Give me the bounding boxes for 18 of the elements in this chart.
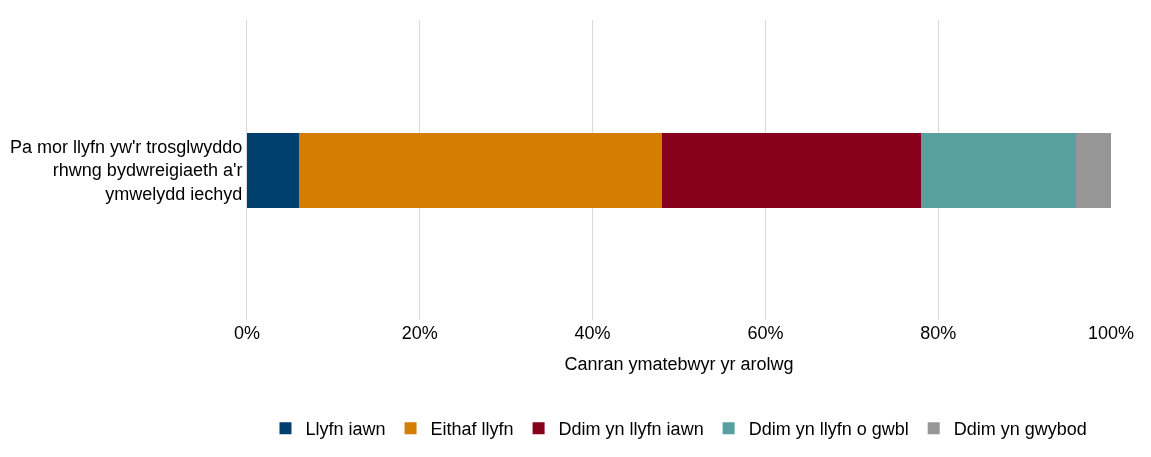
legend-label: Ddim yn llyfn o gwbl	[748, 419, 909, 440]
x-axis-title: Canran ymatebwyr yr arolwg	[564, 354, 794, 375]
legend-label: Ddim yn gwybod	[953, 419, 1087, 440]
x-tick-label: 40%	[574, 323, 611, 343]
x-tick-label: 0%	[233, 323, 261, 343]
bar	[247, 132, 299, 208]
legend-label: Llyfn iawn	[305, 419, 386, 440]
x-tick-label: 100%	[1087, 323, 1135, 343]
y-tick-label: Pa mor llyfn yw'r trosglwyddo rhwng bydwreigiaeth a'r ymwelydd iechyd	[9, 136, 243, 204]
x-tick-label: 80%	[920, 323, 957, 343]
bar	[298, 132, 662, 208]
legend-label: Eithaf llyfn	[430, 419, 514, 440]
bar	[920, 132, 1077, 208]
legend-label: Ddim yn llyfn iawn	[558, 419, 704, 440]
bar	[661, 132, 921, 208]
x-tick-label: 60%	[747, 323, 784, 343]
bar	[1076, 132, 1111, 208]
x-tick-label: 20%	[401, 323, 438, 343]
